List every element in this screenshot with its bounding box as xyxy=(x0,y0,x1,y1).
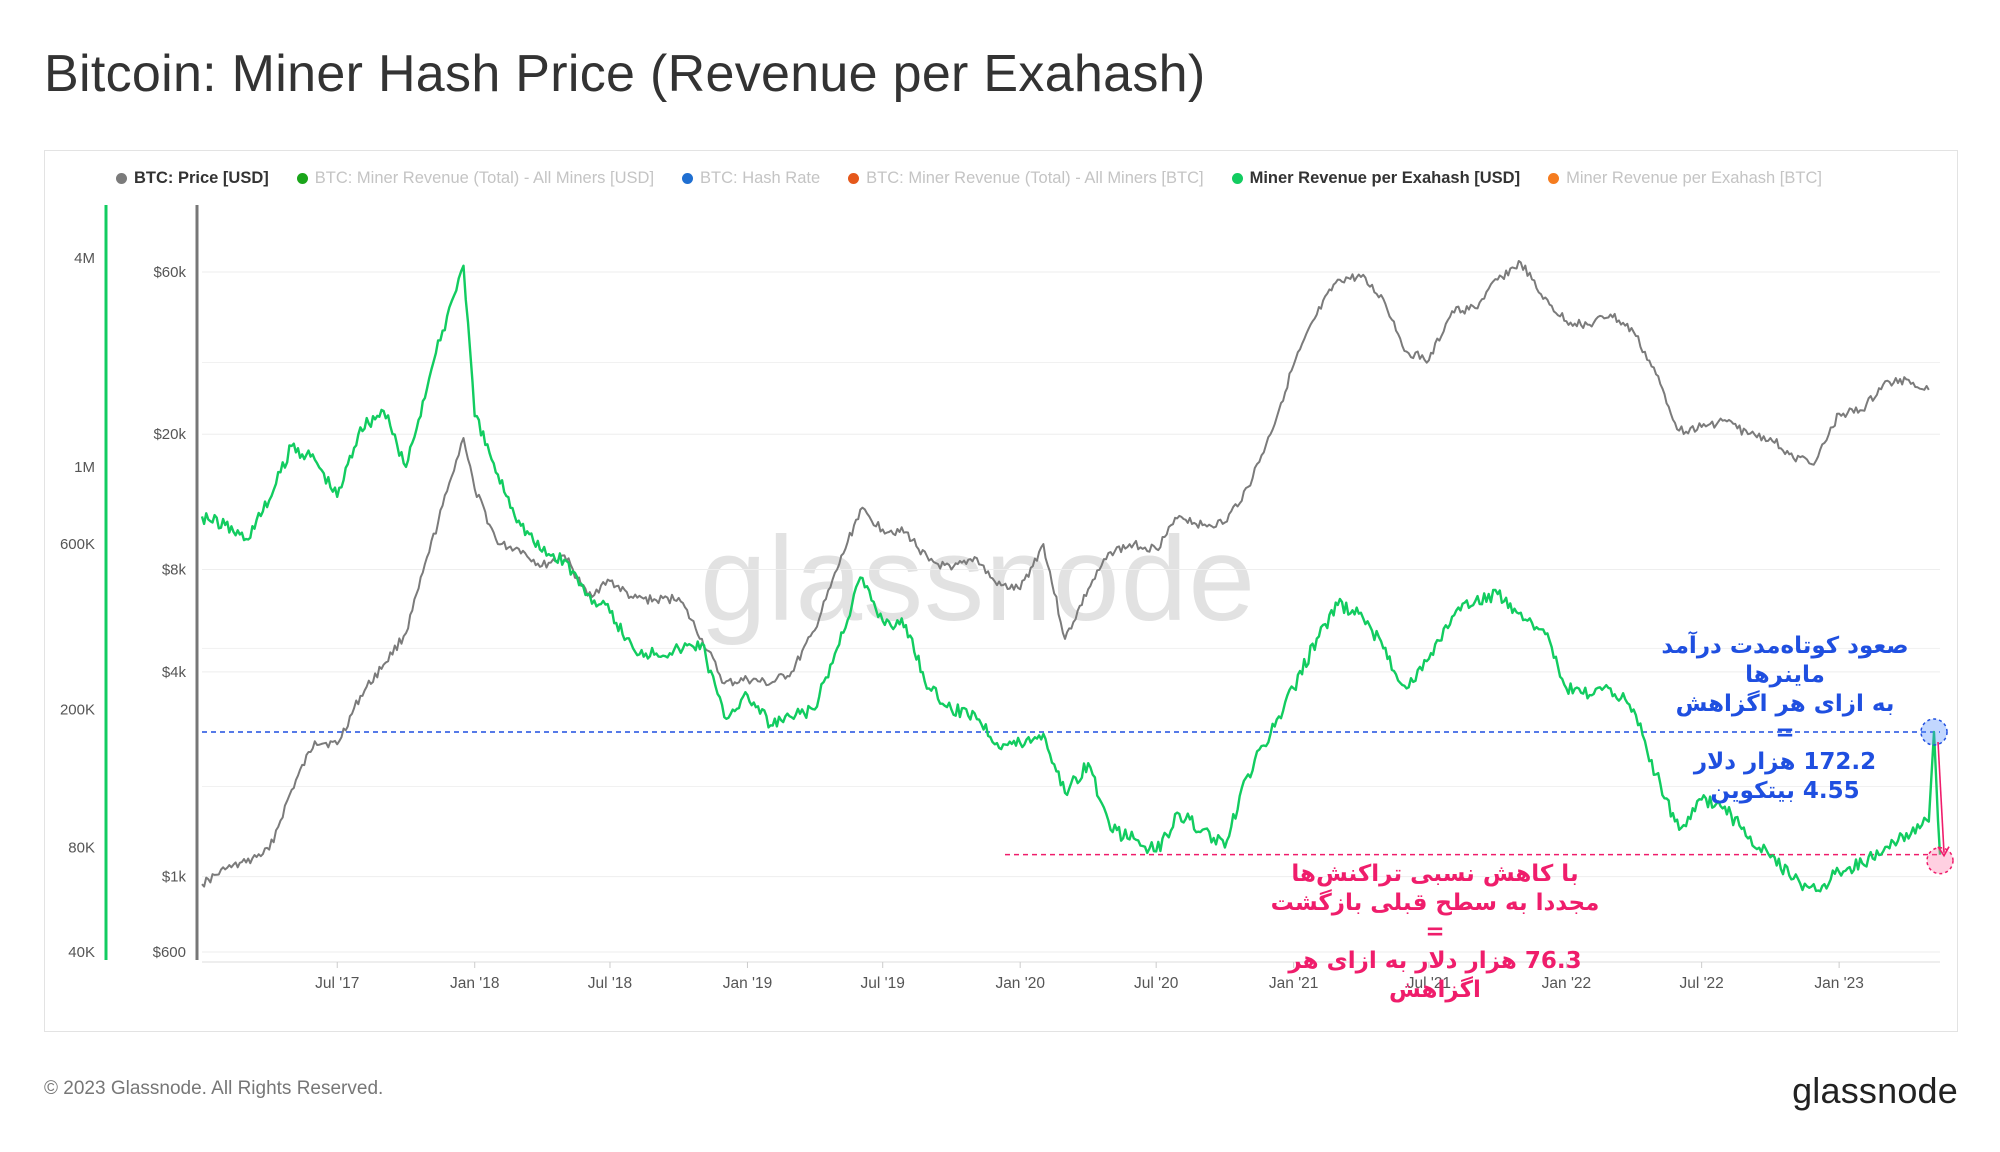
drop-arrow xyxy=(1937,741,1945,853)
legend-label: BTC: Miner Revenue (Total) - All Miners … xyxy=(314,168,655,187)
legend-item[interactable]: BTC: Miner Revenue (Total) - All Miners … xyxy=(848,168,1204,188)
revenue-tick-label: 40K xyxy=(68,944,95,961)
legend-dot-icon xyxy=(1231,172,1243,184)
annotation-line: صعود کوتاه‌مدت درآمد ماینرها xyxy=(1661,633,1909,688)
drop-arrow-head-icon xyxy=(1937,846,1950,858)
revenue-tick-label: 1M xyxy=(74,459,95,476)
price-tick-label: $4k xyxy=(162,664,187,681)
legend-item[interactable]: BTC: Price [USD] xyxy=(116,169,269,188)
x-tick-label: Jan '22 xyxy=(1542,975,1592,992)
x-tick-label: Jul '22 xyxy=(1679,975,1723,992)
glassnode-logo: glassnode xyxy=(1792,1070,1958,1111)
annotation-line: 4.55 بیتکوین xyxy=(1710,778,1860,804)
legend-dot-icon xyxy=(848,172,860,184)
annotation-line: = xyxy=(1425,919,1445,945)
legend-label: BTC: Hash Rate xyxy=(700,168,821,187)
annotation-line: 76.3 هزار دلار به ازای هر اگزاهش xyxy=(1288,948,1582,1003)
revenue-tick-label: 200K xyxy=(60,701,95,718)
revenue-tick-label: 80K xyxy=(68,840,95,857)
price-tick-label: $600 xyxy=(153,944,186,961)
x-tick-label: Jul '17 xyxy=(315,975,359,992)
legend-item[interactable]: BTC: Hash Rate xyxy=(682,169,820,188)
series-line-revenue-per-exahash xyxy=(200,264,1942,893)
x-tick-label: Jan '23 xyxy=(1814,975,1864,992)
x-tick-label: Jul '20 xyxy=(1134,975,1179,992)
annotation-line: با کاهش نسبی تراکنش‌ها xyxy=(1291,861,1579,887)
x-tick-label: Jan '19 xyxy=(723,975,773,992)
legend-label: Miner Revenue per Exahash [BTC] xyxy=(1566,168,1822,187)
annotation-line: مجددا به سطح قبلی بازگشت xyxy=(1270,890,1600,916)
annotation-line: = xyxy=(1775,720,1795,746)
legend-item[interactable]: Miner Revenue per Exahash [USD] xyxy=(1231,168,1521,188)
chart-panel xyxy=(44,150,1958,1032)
x-tick-label: Jul '19 xyxy=(861,975,905,992)
price-tick-label: $8k xyxy=(162,562,187,579)
x-tick-label: Jan '21 xyxy=(1269,975,1319,992)
spike-marker xyxy=(1920,718,1948,746)
price-tick-label: $20k xyxy=(153,426,186,443)
legend-item[interactable]: BTC: Miner Revenue (Total) - All Miners … xyxy=(296,168,655,188)
annotation-spike: صعود کوتاه‌مدت درآمد ماینرها به ازای هر ا… xyxy=(1620,632,1950,806)
x-tick-label: Jan '18 xyxy=(450,975,500,992)
legend-dot-icon xyxy=(682,172,694,184)
legend-label: BTC: Miner Revenue (Total) - All Miners … xyxy=(866,168,1204,187)
price-tick-label: $60k xyxy=(153,264,186,281)
legend-dot-icon xyxy=(116,172,127,184)
chart-legend: BTC: Price [USD] BTC: Miner Revenue (Tota… xyxy=(116,166,1822,190)
annotation-line: 172.2 هزار دلار xyxy=(1693,749,1877,775)
x-tick-label: Jan '20 xyxy=(995,975,1045,992)
page-title: Bitcoin: Miner Hash Price (Revenue per E… xyxy=(44,45,1206,103)
annotation-line: به ازای هر اگزاهش xyxy=(1675,691,1895,717)
legend-label: BTC: Price [USD] xyxy=(134,168,269,187)
revenue-tick-label: 600K xyxy=(60,536,95,553)
return-marker xyxy=(1926,846,1954,875)
legend-dot-icon xyxy=(1548,172,1560,184)
legend-dot-icon xyxy=(296,172,308,184)
revenue-tick-label: 4M xyxy=(74,250,95,267)
series-line-btc-price xyxy=(201,260,1930,888)
copyright: © 2023 Glassnode. All Rights Reserved. xyxy=(44,1078,384,1099)
price-tick-label: $1k xyxy=(162,869,187,886)
legend-label: Miner Revenue per Exahash [USD] xyxy=(1249,168,1521,187)
annotation-return: با کاهش نسبی تراکنش‌ها مجددا به سطح قبلی … xyxy=(1255,860,1615,1005)
legend-item[interactable]: Miner Revenue per Exahash [BTC] xyxy=(1548,169,1822,188)
x-tick-label: Jul '18 xyxy=(588,975,632,992)
x-tick-label: Jul '21 xyxy=(1407,975,1451,992)
